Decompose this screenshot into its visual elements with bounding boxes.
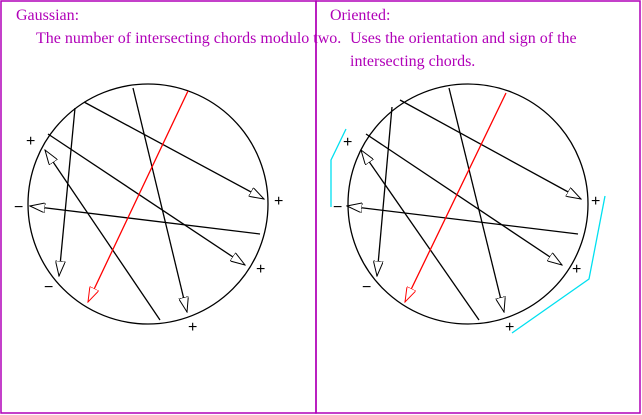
right-sign-5: − [362,279,371,296]
right-chord-1 [399,99,581,199]
left-chord-5 [30,206,261,235]
left-panel-title: Gaussian: [16,7,80,24]
left-sign-3: + [274,193,283,210]
left-circle [27,83,269,325]
right-panel-title: Oriented: [330,7,391,24]
left-sign-5: − [44,279,53,296]
left-chord-6 [45,150,161,321]
right-sign-3: + [591,193,600,210]
right-chord-2 [448,87,504,312]
left-chord-highlight [88,90,189,302]
left-chord-2 [132,87,187,312]
left-chord-1 [83,101,264,199]
left-chord-4 [47,133,245,265]
left-diagram: + − + + − + [14,83,283,336]
right-sign-4: + [572,261,581,278]
left-panel-description: The number of intersecting chords modulo… [36,30,342,47]
left-sign-1: + [26,133,35,150]
right-chord-3 [377,106,393,276]
right-sign-6: + [505,319,514,336]
orientation-path-right [511,195,606,334]
left-sign-2: − [14,199,23,216]
right-chord-6 [361,150,480,321]
orientation-path-left [330,128,347,207]
left-sign-4: + [256,261,265,278]
right-chord-highlight [405,92,507,302]
right-panel-frame [315,0,641,414]
right-chord-5 [347,206,579,235]
right-sign-1: + [343,134,352,151]
left-chord-3 [59,107,76,276]
right-chord-4 [365,133,562,265]
left-sign-6: + [188,319,197,336]
right-panel-description: Uses the orientation and sign of the int… [350,30,577,70]
right-diagram: + − + + − + [330,83,606,336]
right-sign-2: − [333,199,342,216]
